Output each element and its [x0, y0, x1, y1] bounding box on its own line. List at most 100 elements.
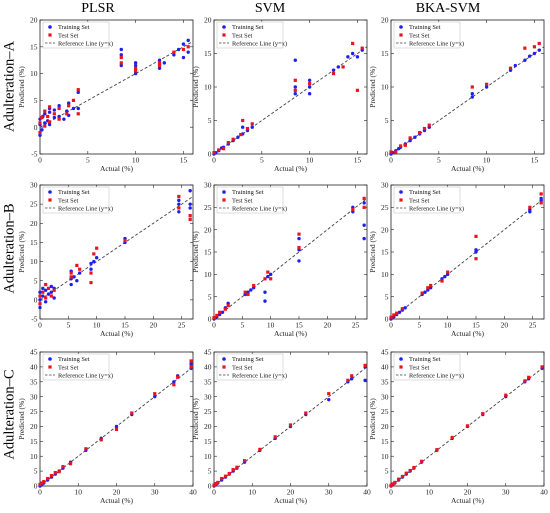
x-tick-label: 5 [86, 156, 90, 165]
training-point [236, 135, 240, 139]
test-point [227, 471, 231, 476]
x-tick-label: 10 [132, 156, 140, 165]
y-tick-label: 10 [381, 83, 389, 92]
training-point [38, 133, 42, 137]
y-tick-label: 0 [385, 315, 389, 324]
training-point [297, 259, 301, 263]
training-point [43, 288, 48, 292]
training-point [470, 92, 474, 96]
training-point [76, 106, 80, 111]
legend-test-marker [48, 365, 52, 369]
test-point [239, 132, 243, 137]
y-tick-label: 15 [204, 437, 212, 446]
x-tick-label: 5 [240, 321, 244, 330]
training-point [38, 305, 42, 310]
x-tick-label: 0 [389, 156, 393, 165]
training-point [172, 380, 176, 384]
y-tick-label: 25 [30, 200, 38, 209]
x-axis-label: Actual (%) [274, 496, 308, 505]
test-point [408, 136, 412, 140]
training-point [72, 275, 76, 279]
test-point [123, 238, 127, 243]
test-point [293, 78, 297, 82]
training-point [250, 125, 254, 129]
test-point [362, 205, 366, 209]
test-point [389, 315, 393, 319]
training-point [71, 106, 76, 111]
test-point [481, 412, 485, 416]
training-point [47, 110, 52, 114]
legend-training-label: Training Set [232, 24, 264, 31]
x-tick-label: 10 [249, 488, 257, 497]
test-point [250, 122, 254, 126]
test-point [422, 126, 427, 131]
test-point [172, 383, 176, 387]
test-point [38, 302, 42, 306]
x-axis-label: Actual (%) [100, 496, 134, 505]
training-point [52, 115, 57, 120]
training-point [186, 38, 190, 43]
training-point [443, 274, 447, 279]
training-point [52, 108, 57, 112]
legend-test-label: Test Set [232, 364, 253, 371]
test-point [394, 150, 398, 154]
x-tick-label: 0 [38, 156, 42, 165]
y-tick-label: 0 [208, 150, 212, 159]
legend-training-marker [48, 190, 52, 194]
legend-reference-label: Reference Line (y=x) [232, 373, 287, 380]
test-point [363, 363, 367, 367]
test-point [38, 482, 42, 487]
test-point [57, 470, 61, 474]
x-tick-label: 30 [325, 488, 333, 497]
legend-test-marker [399, 365, 403, 369]
test-point [89, 281, 93, 285]
y-tick-label: 25 [30, 407, 38, 416]
test-point [420, 291, 424, 295]
training-point [240, 125, 245, 129]
training-point [188, 189, 192, 193]
x-tick-label: 0 [389, 321, 393, 330]
training-point [263, 299, 267, 303]
y-tick-label: 45 [381, 348, 389, 357]
y-tick-label: 5 [385, 467, 389, 476]
test-point [288, 423, 293, 427]
training-point [41, 294, 45, 298]
x-tick-label: 0 [212, 156, 216, 165]
test-point [76, 112, 80, 116]
legend-box [42, 353, 110, 381]
test-point [350, 374, 354, 378]
test-point [331, 72, 336, 76]
test-point [258, 447, 262, 451]
training-point [49, 290, 54, 294]
x-tick-label: 25 [529, 321, 537, 330]
x-axis-label: Actual (%) [100, 164, 134, 173]
legend-test-label: Test Set [58, 32, 79, 39]
test-point [351, 41, 355, 46]
legend-test-label: Test Set [409, 197, 430, 204]
test-point [76, 88, 80, 92]
training-point [474, 248, 478, 252]
x-tick-label: 10 [93, 321, 101, 330]
test-point [523, 46, 527, 50]
y-tick-label: 0 [34, 123, 38, 132]
test-point [157, 61, 162, 65]
test-point [243, 290, 247, 294]
test-point [393, 480, 397, 485]
training-point [539, 196, 543, 201]
training-point [49, 284, 54, 289]
y-tick-label: 25 [204, 407, 212, 416]
y-tick-label: 25 [381, 203, 389, 212]
y-tick-label: 20 [204, 422, 212, 431]
test-point [440, 279, 444, 283]
x-tick-label: 20 [501, 321, 509, 330]
legend-training-label: Training Set [232, 356, 264, 363]
y-tick-label: 5 [208, 292, 212, 301]
legend-training-marker [48, 357, 52, 361]
legend-reference-label: Reference Line (y=x) [232, 41, 287, 48]
legend-test-marker [48, 198, 52, 202]
y-tick-label: -5 [31, 315, 37, 324]
test-point [52, 288, 56, 292]
test-point [231, 137, 235, 141]
test-point [157, 63, 162, 68]
